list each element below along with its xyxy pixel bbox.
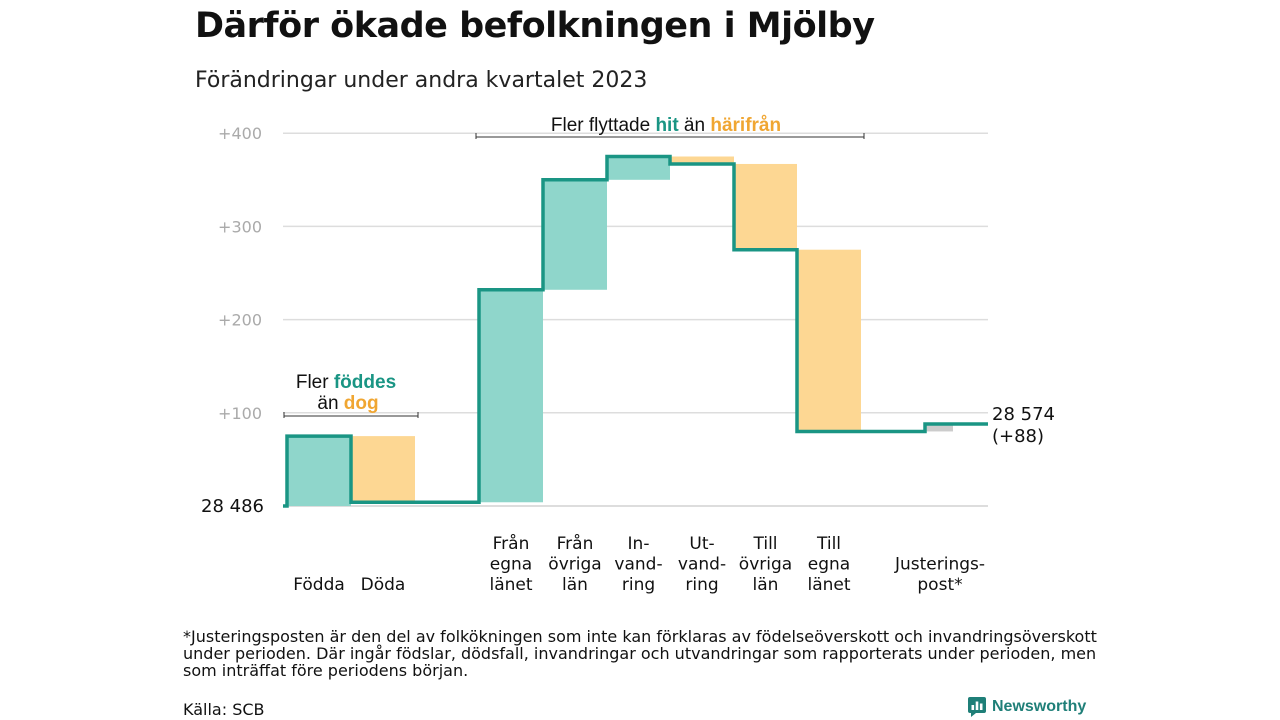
annotation-migration-part: hit — [655, 115, 679, 136]
category-label: länet — [489, 575, 532, 595]
annotation-births-line2: än dog — [317, 393, 378, 414]
chart-title: Därför ökade befolkningen i Mjölby — [195, 6, 875, 46]
category-label: vand- — [678, 555, 726, 575]
bars-layer — [287, 156, 953, 506]
annotation-births-part: föddes — [334, 372, 396, 393]
labels-layer: Födda DödaFrånegnalänetFrånövrigalänIn-va… — [201, 404, 1055, 595]
category-label: Från — [557, 533, 594, 554]
category-label: övriga — [739, 555, 792, 575]
y-tick-label: +300 — [218, 217, 262, 236]
grid-layer: +100 +200 +300 +400 — [218, 124, 988, 507]
waterfall-bar — [734, 163, 797, 250]
waterfall-bar — [351, 436, 415, 503]
source-note: Källa: SCB — [183, 700, 265, 719]
newsworthy-logo-icon — [968, 697, 986, 717]
end-value-label: 28 574 — [992, 404, 1055, 425]
annotation-migration-part: Fler flyttade — [551, 115, 656, 136]
start-value-label: 28 486 — [201, 496, 264, 517]
category-label: Till — [816, 534, 841, 554]
waterfall-bar — [287, 436, 351, 506]
end-value-label: (+88) — [992, 426, 1044, 447]
category-label: län — [753, 575, 779, 595]
waterfall-bar — [925, 423, 953, 432]
waterfall-bar — [797, 249, 861, 432]
y-tick-label: +100 — [218, 404, 262, 423]
category-label: länet — [807, 575, 850, 595]
line-layer — [283, 154, 988, 508]
waterfall-bar — [543, 179, 607, 290]
category-label: In- — [628, 534, 650, 554]
chart-subtitle: Förändringar under andra kvartalet 2023 — [195, 68, 648, 93]
category-label: Döda — [361, 575, 406, 595]
category-label: Från — [493, 533, 530, 554]
footnote: *Justeringsposten är den del av folkökni… — [183, 627, 1097, 680]
annotation-migration: Fler flyttade hit än härifrån — [551, 115, 781, 136]
category-label: ring — [685, 575, 718, 595]
category-label: egna — [808, 555, 850, 575]
category-label: vand- — [614, 555, 662, 575]
category-label: Ut- — [689, 534, 714, 554]
category-label: ring — [622, 575, 655, 595]
category-label: Justerings- — [894, 555, 985, 575]
annotation-births: Fler föddes — [296, 372, 396, 393]
annotation-migration-part: än — [679, 115, 711, 136]
brand-logo: Newsworthy — [968, 697, 1086, 717]
waterfall-bar — [479, 289, 543, 503]
annotation-migration-part: härifrån — [710, 115, 781, 136]
category-label: övriga — [548, 555, 601, 575]
annotation-births-part: Fler — [296, 372, 334, 393]
waterfall-bar — [607, 156, 670, 180]
waterfall-chart: +100+200+300+400 Födda DödaFrånegnalänetF… — [201, 115, 1055, 595]
category-label: post* — [917, 575, 962, 595]
category-label: egna — [490, 555, 532, 575]
category-label: Till — [752, 534, 777, 554]
brand-name: Newsworthy — [992, 698, 1087, 715]
annotation-births-line2-part: än — [317, 393, 343, 414]
category-label: län — [562, 575, 588, 595]
cumulative-line — [283, 154, 988, 508]
waterfall-bar — [670, 156, 734, 164]
category-label: Födda — [293, 575, 345, 595]
annotation-births-line2-part: dog — [344, 393, 379, 414]
y-tick-label: +400 — [218, 124, 262, 143]
y-tick-label: +200 — [218, 311, 262, 330]
